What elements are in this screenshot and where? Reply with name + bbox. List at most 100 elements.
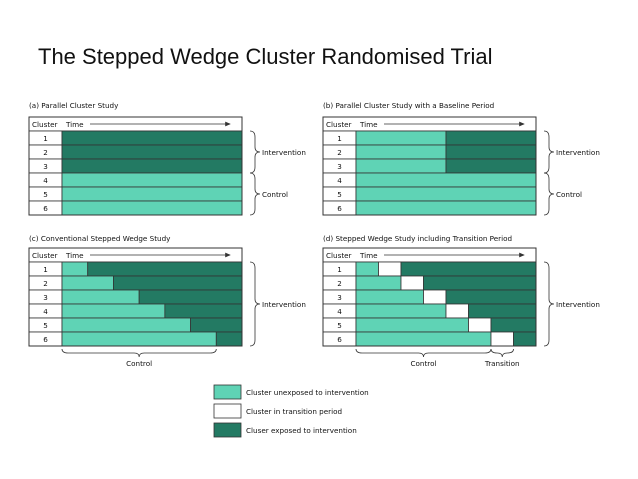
legend-swatch-transition: [213, 403, 242, 419]
header-cluster: Cluster: [326, 251, 352, 260]
segment-unexposed: [355, 144, 447, 160]
panel-title: (c) Conventional Stepped Wedge Study: [29, 234, 171, 243]
cluster-label: 4: [43, 176, 48, 185]
slide-title: The Stepped Wedge Cluster Randomised Tri…: [38, 44, 493, 69]
segment-unexposed: [61, 303, 166, 319]
legend-label-exposed: Cluser exposed to intervention: [246, 426, 357, 435]
segment-unexposed: [355, 200, 537, 216]
header-time: Time: [359, 120, 378, 129]
panel-title: (d) Stepped Wedge Study including Transi…: [323, 234, 512, 243]
header-cluster: Cluster: [32, 120, 58, 129]
segment-exposed: [445, 289, 537, 305]
segment-exposed: [445, 144, 537, 160]
segment-unexposed: [61, 200, 243, 216]
segment-transition: [490, 331, 514, 347]
brace-intervention: [249, 130, 261, 174]
segment-unexposed: [355, 317, 469, 333]
grid-border: [322, 116, 537, 216]
brace-intervention: [249, 261, 261, 347]
segment-unexposed: [61, 261, 89, 277]
segment-exposed: [61, 158, 243, 174]
legend-label-transition: Cluster in transition period: [246, 407, 342, 416]
brace-intervention: [543, 130, 555, 174]
cluster-label: 2: [43, 279, 48, 288]
legend: Cluster unexposed to intervention Cluster…: [213, 384, 369, 438]
cluster-label: 5: [337, 321, 342, 330]
cluster-label: 5: [43, 321, 48, 330]
label-control: Control: [411, 359, 437, 368]
panel-c: (c) Conventional Stepped Wedge Study Clus…: [28, 234, 306, 368]
label-control: Control: [262, 190, 288, 199]
segment-unexposed: [61, 186, 243, 202]
cluster-label: 1: [43, 265, 48, 274]
segment-unexposed: [355, 172, 537, 188]
grid-border: [322, 247, 537, 347]
cluster-label: 1: [337, 265, 342, 274]
grid-border: [28, 116, 243, 216]
cluster-label: 2: [43, 148, 48, 157]
segment-exposed: [113, 275, 243, 291]
label-intervention: Intervention: [556, 148, 600, 157]
segment-unexposed: [355, 331, 492, 347]
legend-label-unexposed: Cluster unexposed to intervention: [246, 388, 369, 397]
cluster-label: 2: [337, 148, 342, 157]
grid-border: [28, 247, 243, 347]
segment-exposed: [445, 130, 537, 146]
panel-title: (a) Parallel Cluster Study: [29, 101, 119, 110]
cluster-label: 6: [337, 335, 342, 344]
brace-transition: [490, 348, 514, 358]
label-intervention: Intervention: [556, 300, 600, 309]
segment-exposed: [513, 331, 537, 347]
segment-unexposed: [61, 317, 191, 333]
brace-intervention: [543, 261, 555, 347]
segment-exposed: [490, 317, 537, 333]
segment-exposed: [400, 261, 537, 277]
header-time: Time: [65, 251, 84, 260]
cluster-label: 3: [43, 162, 48, 171]
segment-unexposed: [355, 186, 537, 202]
segment-unexposed: [355, 261, 379, 277]
cluster-label: 5: [337, 190, 342, 199]
cluster-label: 6: [43, 204, 48, 213]
label-transition: Transition: [484, 359, 520, 368]
cluster-label: 2: [337, 279, 342, 288]
segment-exposed: [468, 303, 537, 319]
segment-unexposed: [61, 289, 140, 305]
segment-exposed: [61, 130, 243, 146]
segment-transition: [423, 289, 447, 305]
brace-control: [61, 348, 217, 358]
cluster-label: 3: [337, 293, 342, 302]
header-time: Time: [65, 120, 84, 129]
segment-exposed: [164, 303, 243, 319]
segment-exposed: [445, 158, 537, 174]
cluster-label: 4: [337, 176, 342, 185]
segment-exposed: [87, 261, 243, 277]
segment-unexposed: [61, 331, 217, 347]
segment-unexposed: [355, 303, 447, 319]
segment-unexposed: [355, 130, 447, 146]
segment-unexposed: [355, 289, 424, 305]
cluster-label: 1: [43, 134, 48, 143]
legend-swatch-exposed: [213, 422, 242, 438]
legend-swatch-unexposed: [213, 384, 242, 400]
cluster-label: 4: [43, 307, 48, 316]
brace-control: [543, 172, 555, 216]
segment-exposed: [61, 144, 243, 160]
brace-control: [249, 172, 261, 216]
segment-exposed: [138, 289, 243, 305]
segment-transition: [468, 317, 492, 333]
label-control: Control: [556, 190, 582, 199]
cluster-label: 4: [337, 307, 342, 316]
segment-unexposed: [355, 158, 447, 174]
panel-d: (d) Stepped Wedge Study including Transi…: [322, 234, 600, 368]
cluster-label: 3: [43, 293, 48, 302]
cluster-label: 5: [43, 190, 48, 199]
panel-a: (a) Parallel Cluster Study Cluster Time 1 2 3…: [28, 101, 306, 216]
label-control: Control: [126, 359, 152, 368]
panel-title: (b) Parallel Cluster Study with a Baseli…: [323, 101, 494, 110]
cluster-label: 3: [337, 162, 342, 171]
segment-unexposed: [355, 275, 402, 291]
panel-b: (b) Parallel Cluster Study with a Baseli…: [322, 101, 600, 216]
cluster-label: 1: [337, 134, 342, 143]
